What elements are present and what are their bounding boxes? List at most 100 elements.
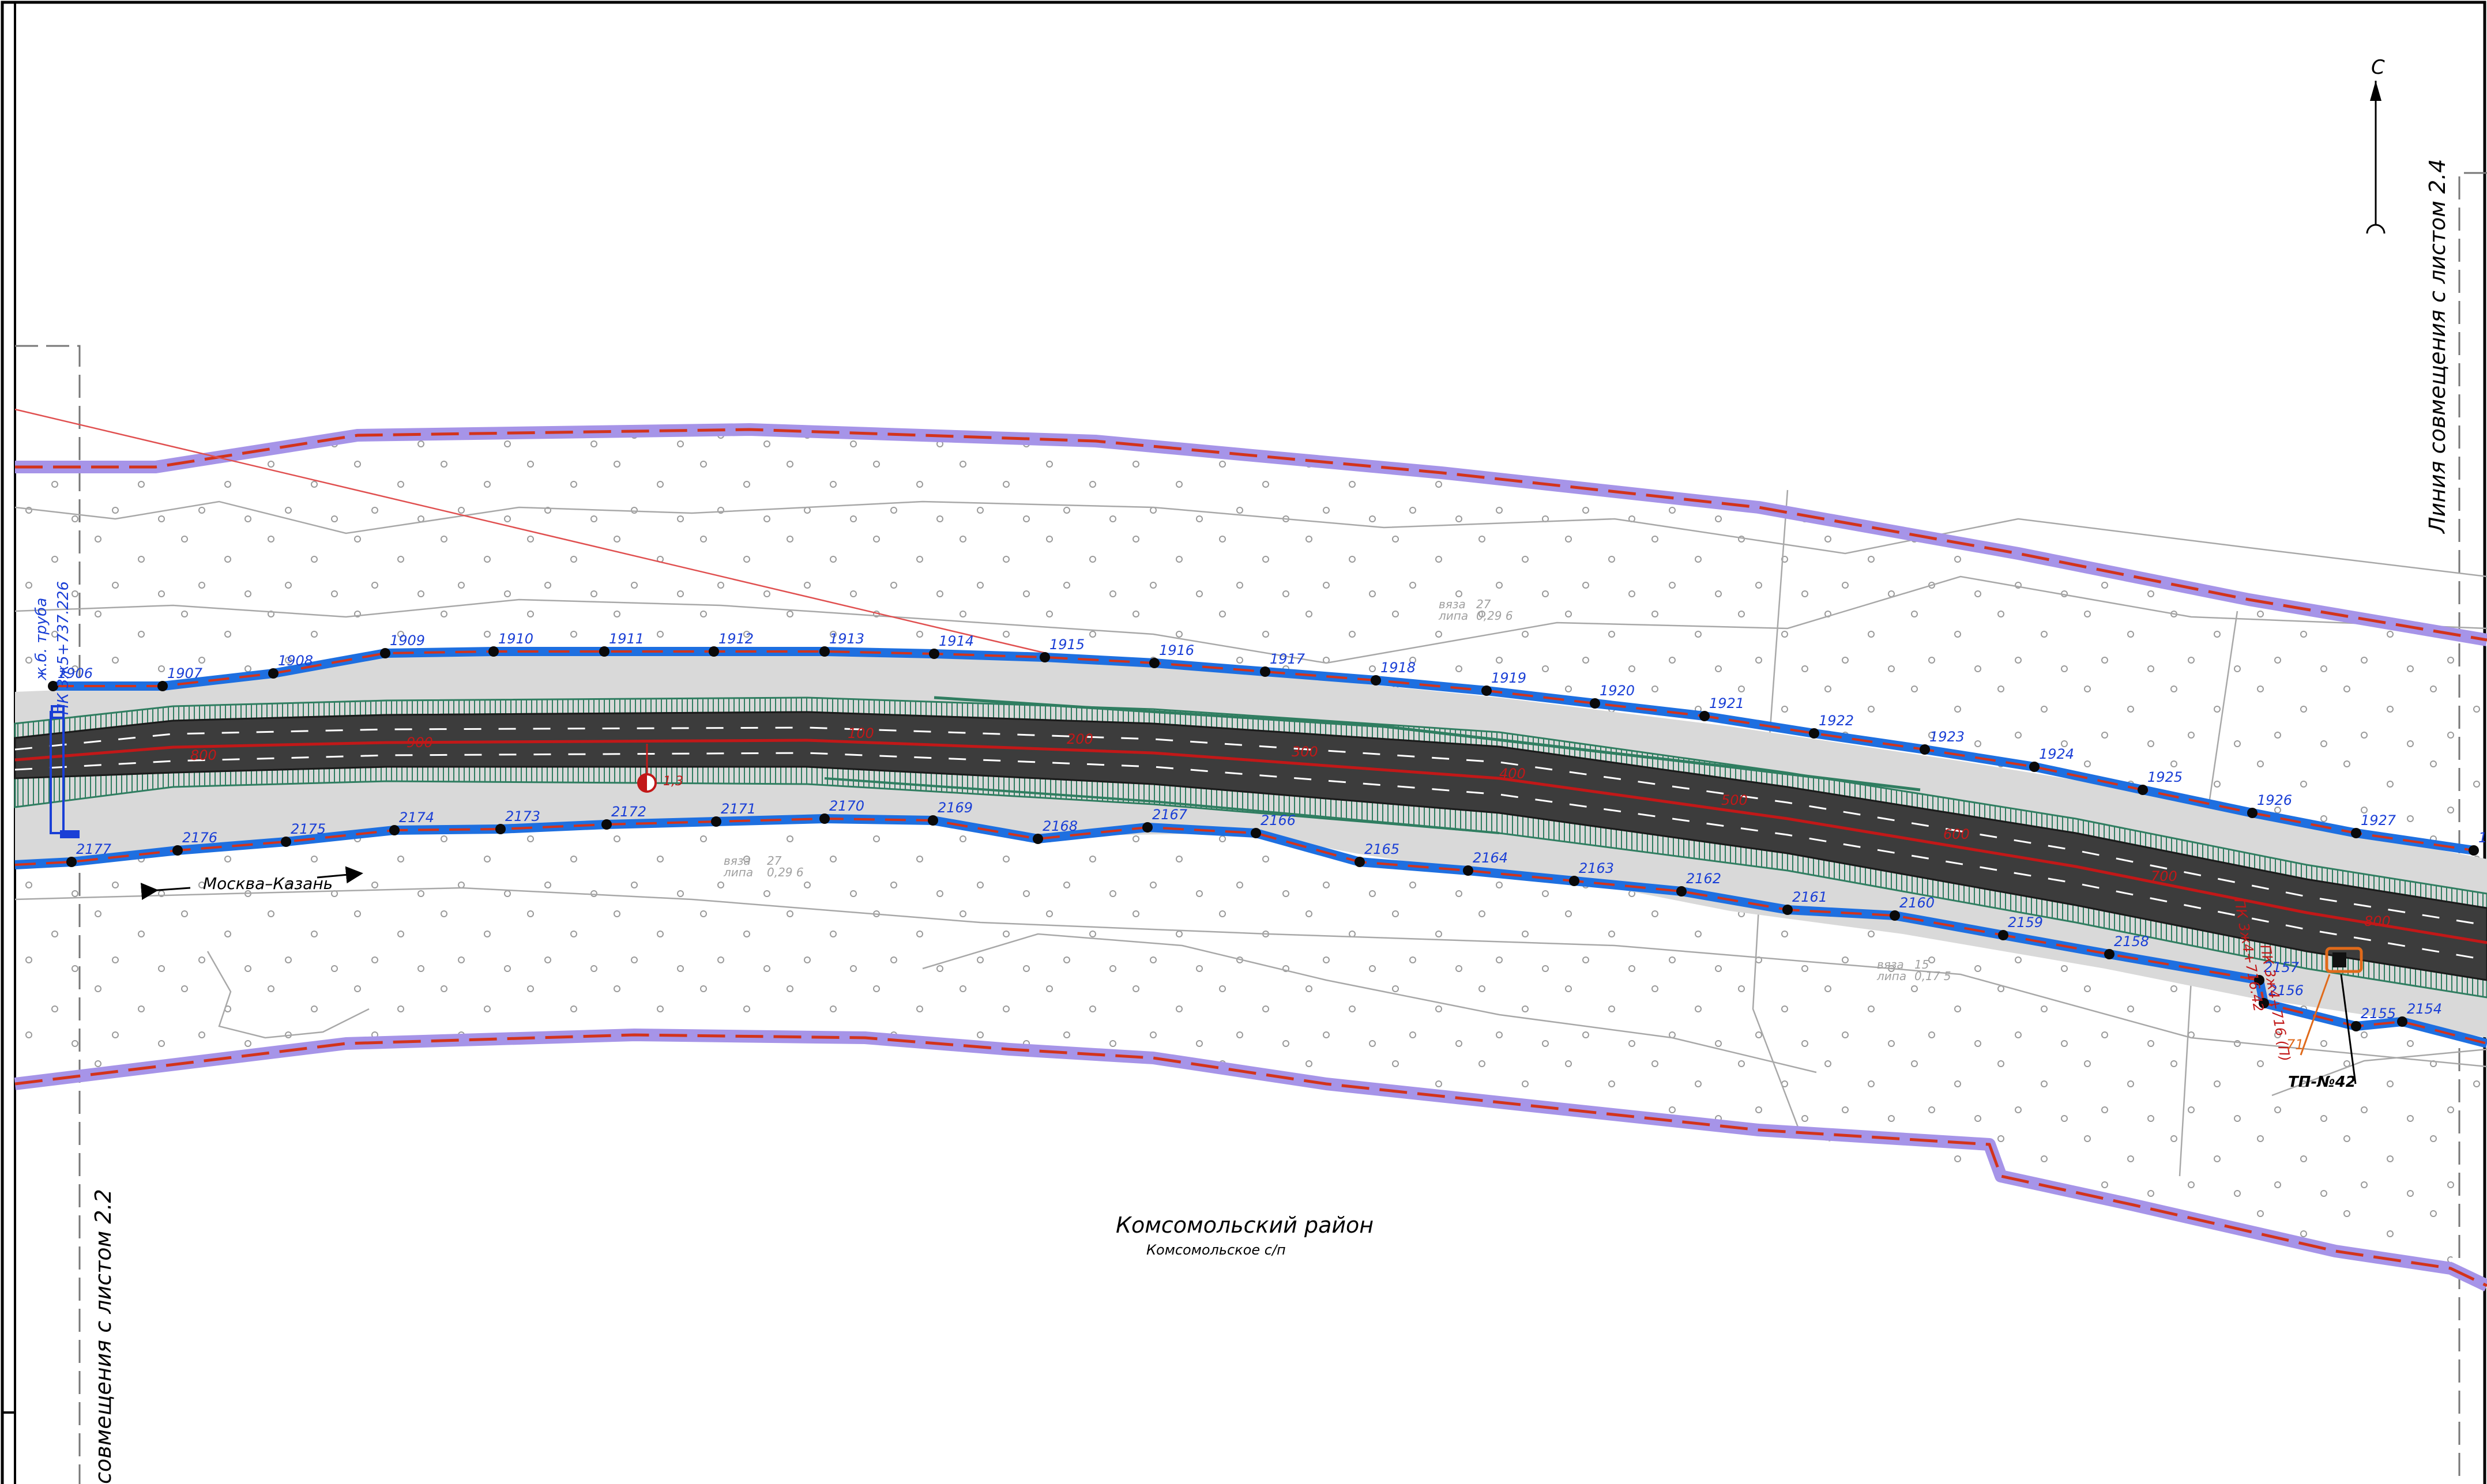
slope-edge [934,696,1921,792]
boundary-point [2029,762,2040,772]
boundary-point-label: 1913 [829,631,864,647]
boundary-point [928,815,938,826]
svg-text:липа: липа [723,865,753,879]
boundary-point-label: 2168 [1043,818,1078,834]
picket-label: 300 [1292,744,1318,760]
picket-label: 200 [1067,731,1093,747]
boundary-point-label: 2164 [1473,850,1508,866]
boundary-point [599,646,609,657]
boundary-point-label: 2165 [1364,841,1399,857]
boundary-point [2138,785,2148,795]
boundary-point-label: 2158 [2114,933,2149,950]
boundary-point-label: 2159 [2008,914,2043,931]
svg-text:0,29 6: 0,29 6 [1476,609,1513,623]
boundary-point-label: 1918 [1380,660,1416,676]
fence-south [14,814,2487,1048]
boundary-point [1998,930,2008,940]
svg-text:27: 27 [1476,597,1491,611]
boundary-point [1371,675,1381,685]
match-line-left-label: совмещения с листом 2.2 [91,1189,116,1484]
boundary-point-label: 2171 [721,801,756,817]
boundary-point-label: 1920 [1600,683,1635,699]
boundary-point-label: 2175 [291,821,326,837]
boundary-point [1355,857,1365,867]
boundary-point-label: 2156 [2268,982,2304,999]
svg-text:вяза: вяза [1439,597,1466,611]
boundary-point [1699,711,1710,721]
picket-label: 800 [190,747,217,763]
svg-text:0,29 6: 0,29 6 [767,865,804,879]
boundary-point-label: 1927 [2361,812,2396,828]
boundary-point [2351,828,2361,838]
boundary-point [268,668,279,679]
boundary-point-label: 2169 [938,800,973,816]
boundary-point-label: 1916 [1159,642,1194,658]
svg-text:липа: липа [1876,969,1906,983]
boundary-point [495,824,506,834]
picket-label: 600 [1943,826,1970,842]
boundary-point-label: 1914 [939,633,974,649]
boundary-point-label: 1928 [2478,830,2487,846]
boundary-point-label: 1915 [1049,636,1085,653]
boundary-point [1481,685,1492,696]
boundary-point [1033,834,1043,844]
boundary-point-label: 1906 [58,665,93,681]
svg-text:15: 15 [1914,958,1929,971]
boundary-point [1569,876,1579,886]
boundary-point-label: 2162 [1686,871,1721,887]
lane-marking-2 [14,752,2487,961]
picket-label: 700 [2151,868,2177,884]
boundary-point-label: 1919 [1491,670,1526,686]
picket-labels: 800 900 100 200 300 400 500 600 700 800 [190,725,2391,929]
svg-text:вяза: вяза [724,854,751,868]
boundary-point-label: 1923 [1929,729,1965,745]
boundary-point [929,649,939,659]
picket-label: 100 [848,725,874,741]
carriageway [14,711,2487,981]
boundary-point [1260,666,1270,677]
boundary-point [1676,886,1687,897]
boundary-point [1890,910,1900,921]
boundary-point [172,845,183,856]
boundary-point [1809,728,1819,739]
boundary-point-label: 2160 [1899,895,1935,911]
boundary-points-north: 1906 1907 1908 1909 1910 1911 1912 1913 1914 1915… [48,631,2487,856]
picket-label: 500 [1721,792,1748,808]
boundary-point-label: 2172 [611,804,646,820]
pole-marker: 1,3 [637,744,683,793]
boundary-point [2104,949,2114,959]
settlement-label: Комсомольское с/п [1146,1242,1286,1258]
boundary-point-label: 1910 [498,631,533,647]
boundary-point [66,857,77,867]
svg-text:27: 27 [767,854,782,868]
boundary-point [1463,865,1473,876]
grassland-area [15,430,2487,1268]
contour-lines [14,489,2487,1177]
boundary-point-label: 1908 [278,653,313,669]
pipe-station: ПК 3ж5+737.226 [55,581,72,715]
boundary-point-label: 2154 [2407,1001,2442,1017]
boundary-point-label: 2176 [182,830,217,846]
picket-label: 800 [2364,913,2391,929]
boundary-point [819,813,830,824]
boundary-point-label: 2167 [1152,807,1188,823]
svg-text:липа: липа [1438,609,1468,623]
boundary-point-label: 1917 [1270,651,1305,667]
boundary-point-label: 1912 [718,631,754,647]
boundary-point-label: 1921 [1709,695,1744,711]
boundary-point [488,646,499,657]
boundary-points-south: 2177 2176 2175 2174 2173 2172 2171 2170 2169 2168… [66,798,2442,1031]
boundary-point-label: 1911 [609,631,644,647]
boundary-point [2469,845,2479,856]
boundary-point-label: 1925 [2147,769,2183,785]
direction-label: Москва–Казань [203,874,333,893]
boundary-point [819,646,830,657]
direction-indicator: Москва–Казань [140,866,363,901]
boundary-point [1040,652,1050,662]
svg-text:0,17 5: 0,17 5 [1914,969,1951,983]
district-title: Комсомольский район [1116,1212,1374,1238]
boundary-point [1149,658,1160,668]
substation-code: 71 [2286,1037,2304,1053]
